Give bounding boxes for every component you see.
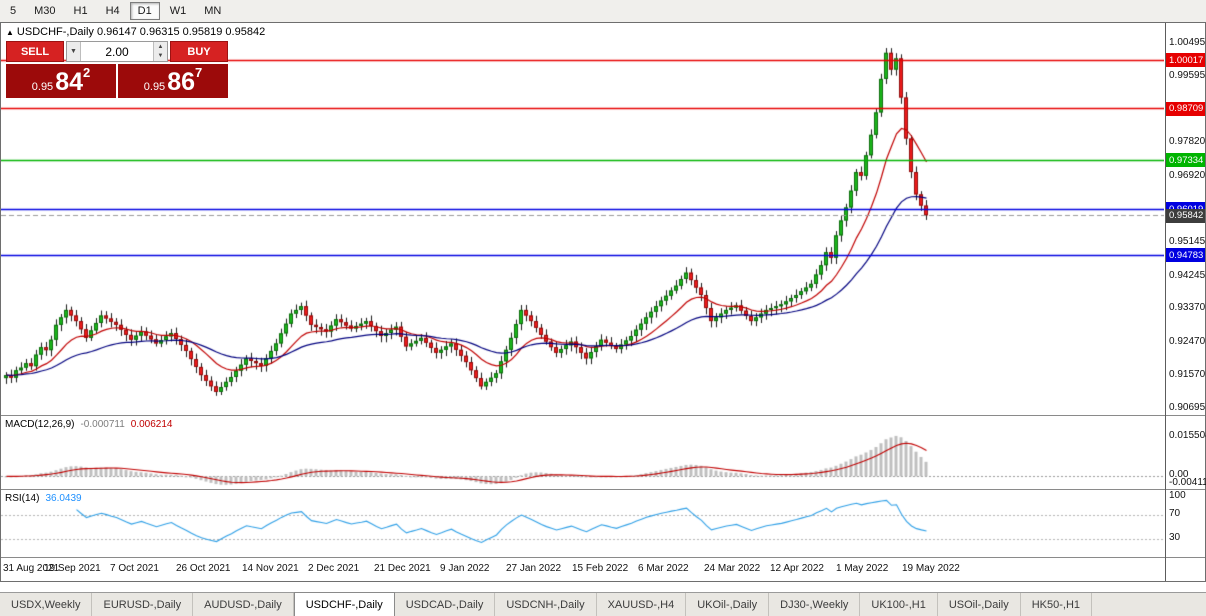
volume-spinner-down-icon[interactable]: ▼ (154, 51, 167, 61)
price-level-badge: 0.94783 (1166, 248, 1205, 263)
ask-pip-digit: 7 (195, 65, 203, 80)
macd-axis[interactable]: 0.015504 0.00-0.004118 (1166, 415, 1206, 489)
macd-axis-tick: 0.00 (1169, 469, 1189, 481)
date-axis-label: 21 Dec 2021 (374, 563, 431, 574)
price-axis-tick: 0.91570 (1169, 369, 1206, 381)
rsi-axis-tick: 100 (1169, 490, 1186, 501)
timeframe-button-D1[interactable]: D1 (129, 2, 160, 20)
timeframe-button-H4[interactable]: H4 (105, 5, 120, 17)
rsi-axis[interactable]: 100 70 30 (1166, 489, 1205, 557)
date-axis-label: 15 Feb 2022 (572, 563, 629, 574)
ask-big-digits: 86 (167, 68, 195, 96)
timeframe-button-M30[interactable]: M30 (34, 5, 56, 17)
rsi-axis-tick: 30 (1169, 532, 1181, 543)
chart-tab-AUDUSD[interactable]: AUDUSD-,Daily (193, 593, 294, 616)
sell-button[interactable]: SELL (6, 41, 64, 62)
price-axis-tick: 0.94245 (1169, 269, 1206, 281)
chart-tab-EURUSD[interactable]: EURUSD-,Daily (92, 593, 194, 616)
macd-label: MACD(12,26,9) -0.000711 0.006214 (5, 419, 172, 430)
date-axis-label: 26 Oct 2021 (176, 563, 231, 574)
main-chart-panel: ▲ USDCHF-,Daily 0.96147 0.96315 0.95819 0… (1, 23, 1205, 415)
date-axis-label: 31 Aug 2021 (3, 563, 60, 574)
price-axis-tick: 0.97820 (1169, 136, 1206, 148)
timeframe-button-W1[interactable]: W1 (169, 5, 187, 17)
chart-tab-DJ30[interactable]: DJ30-,Weekly (769, 593, 861, 616)
date-axis-label: 7 Oct 2021 (110, 563, 159, 574)
bid-big-digits: 84 (55, 68, 83, 96)
chart-tab-USDX[interactable]: USDX,Weekly (0, 593, 93, 616)
timeframe-toolbar: 5 M30 H1 H4 D1 W1 MN (0, 0, 1206, 22)
bid-price-display: 0.95 84 2 (6, 64, 116, 98)
ask-price-display: 0.95 86 7 (118, 64, 228, 98)
macd-axis-tick: -0.004118 (1169, 477, 1206, 488)
macd-signal-value: 0.006214 (130, 419, 173, 430)
bid-prefix: 0.95 (31, 81, 54, 93)
price-level-badge: 0.97334 (1166, 153, 1205, 168)
chart-tab-UK100[interactable]: UK100-,H1 (860, 593, 938, 616)
date-axis-label: 24 Mar 2022 (704, 563, 761, 574)
chart-tab-XAUUSD[interactable]: XAUUSD-,H4 (597, 593, 687, 616)
chart-tab-HK50[interactable]: HK50-,H1 (1021, 593, 1093, 616)
time-axis[interactable]: 31 Aug 2021 19 Sep 2021 7 Oct 2021 26 Oct 2… (1, 557, 1205, 581)
volume-spinner-up-icon[interactable]: ▲ (154, 42, 167, 52)
date-axis-label: 14 Nov 2021 (242, 563, 299, 574)
chart-tabbar: USDX,Weekly EURUSD-,Daily AUDUSD-,Daily USD… (0, 592, 1206, 616)
chart-tab-USDCAD[interactable]: USDCAD-,Daily (395, 593, 496, 616)
rsi-axis-tick: 70 (1169, 508, 1181, 519)
price-axis-tick: 0.99595 (1169, 70, 1206, 82)
timeframe-button-5[interactable]: 5 (10, 5, 17, 17)
macd-panel: MACD(12,26,9) -0.000711 0.006214 (1, 415, 1205, 489)
macd-canvas[interactable] (1, 417, 1164, 489)
buy-button[interactable]: BUY (170, 41, 228, 62)
date-axis-label: 27 Jan 2022 (506, 563, 562, 574)
timeframe-button-MN[interactable]: MN (204, 5, 222, 17)
rsi-panel: RSI(14) 36.0439 (1, 489, 1205, 557)
price-level-badge: 1.00017 (1166, 53, 1205, 68)
chart-tab-UKOil[interactable]: UKOil-,Daily (686, 593, 770, 616)
date-axis-label: 19 Sep 2021 (44, 563, 101, 574)
chart-tab-USOil[interactable]: USOil-,Daily (938, 593, 1021, 616)
macd-main-value: -0.000711 (80, 419, 125, 430)
chart-window: ▲ USDCHF-,Daily 0.96147 0.96315 0.95819 0… (0, 22, 1206, 582)
date-axis-label: 6 Mar 2022 (638, 563, 689, 574)
rsi-name: RSI(14) (5, 493, 40, 504)
current-price-badge: 0.95842 (1166, 208, 1205, 223)
date-axis-label: 2 Dec 2021 (308, 563, 360, 574)
date-axis-label: 12 Apr 2022 (770, 563, 824, 574)
bid-pip-digit: 2 (83, 65, 91, 80)
price-axis-tick: 1.00495 (1169, 36, 1206, 48)
chart-tab-USDCHF[interactable]: USDCHF-,Daily (293, 592, 395, 616)
ask-prefix: 0.95 (143, 81, 166, 93)
expand-icon: ▲ (6, 28, 14, 37)
volume-spinner: ▲ ▼ (153, 42, 167, 61)
price-axis-tick: 0.90695 (1169, 401, 1206, 413)
chart-tab-USDCNH[interactable]: USDCNH-,Daily (495, 593, 597, 616)
axis-separator-line (1165, 23, 1166, 581)
rsi-canvas[interactable] (1, 491, 1164, 557)
one-click-trading-panel: SELL ▼ 2.00 ▲ ▼ BUY 0.95 84 (6, 41, 228, 98)
date-axis-label: 1 May 2022 (836, 563, 889, 574)
volume-value[interactable]: 2.00 (105, 44, 129, 59)
price-axis[interactable]: 1.00495 0.99595 0.97820 0.96920 0.95145 0.942… (1166, 23, 1205, 415)
rsi-value: 36.0439 (45, 493, 82, 504)
macd-axis-tick: 0.015504 (1169, 430, 1206, 442)
price-axis-tick: 0.93370 (1169, 302, 1206, 314)
date-axis-label: 9 Jan 2022 (440, 563, 490, 574)
volume-dropdown-arrow-icon[interactable]: ▼ (67, 42, 81, 61)
volume-control: ▼ 2.00 ▲ ▼ (66, 41, 168, 62)
price-axis-tick: 0.95145 (1169, 236, 1206, 248)
price-level-badge: 0.98709 (1166, 101, 1205, 116)
price-axis-tick: 0.96920 (1169, 170, 1206, 182)
chart-title-text: USDCHF-,Daily 0.96147 0.96315 0.95819 0.… (16, 26, 266, 38)
price-axis-tick: 0.92470 (1169, 335, 1206, 347)
macd-name: MACD(12,26,9) (5, 419, 75, 430)
chart-title: ▲ USDCHF-,Daily 0.96147 0.96315 0.95819 0… (6, 26, 265, 38)
timeframe-button-H1[interactable]: H1 (73, 5, 88, 17)
date-axis-label: 19 May 2022 (902, 563, 960, 574)
rsi-label: RSI(14) 36.0439 (5, 493, 82, 504)
